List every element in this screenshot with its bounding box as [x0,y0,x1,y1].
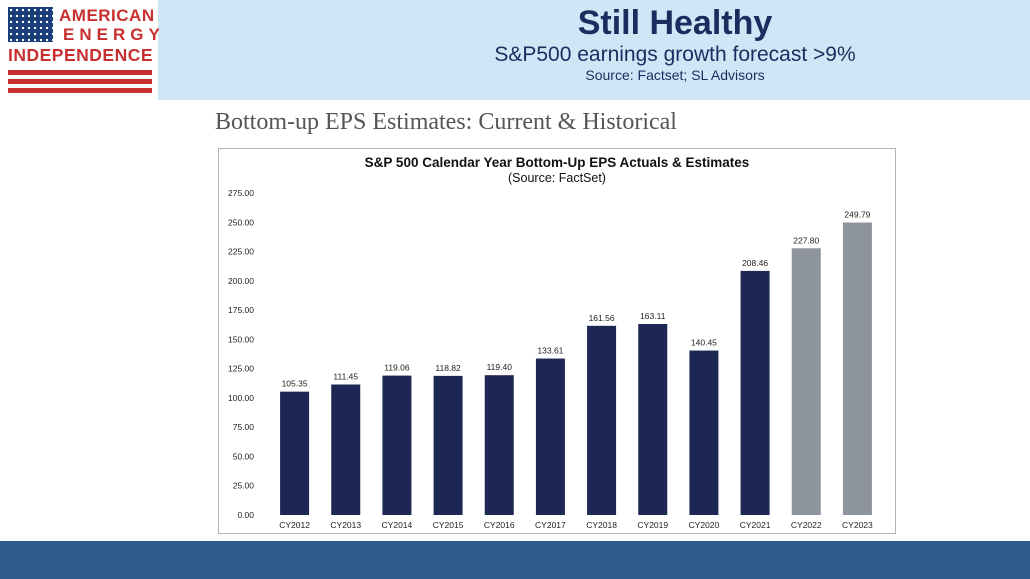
x-tick-label: CY2013 [330,520,361,530]
logo-stripe [8,79,152,84]
bar-value-label: 111.45 [333,372,358,382]
x-tick-label: CY2022 [791,520,822,530]
y-tick-label: 150.00 [228,334,254,344]
bar [842,222,872,515]
bar-value-label: 119.40 [487,362,513,372]
bar [535,358,565,515]
bar [587,325,617,515]
x-tick-label: CY2014 [382,520,413,530]
bar-value-label: 249.79 [844,210,870,220]
bar-value-label: 133.61 [537,346,563,356]
bar [382,375,412,515]
bar-value-label: 119.06 [384,363,410,373]
bar [484,375,514,515]
y-tick-label: 250.00 [228,217,254,227]
y-tick-label: 275.00 [228,188,254,198]
section-heading: Bottom-up EPS Estimates: Current & Histo… [215,109,677,135]
bar-chart: 0.00 25.00 50.00 75.00 100.00 125.00 150.00 175… [228,188,873,530]
chart-frame: S&P 500 Calendar Year Bottom-Up EPS Actu… [218,148,896,534]
bar [638,324,668,515]
y-tick-label: 125.00 [228,364,254,374]
logo-text-line1: AMERICAN [59,6,155,25]
bar [689,350,719,515]
x-tick-label: CY2020 [689,520,720,530]
footer-band [0,541,1030,579]
x-tick-label: CY2023 [842,520,873,530]
bar-value-label: 227.80 [793,235,819,245]
slide-subtitle: S&P500 earnings growth forecast >9% [494,43,856,66]
logo: AMERICAN ENERGY INDEPENDENCE [0,0,160,100]
y-tick-label: 175.00 [228,305,254,315]
slide-title: Still Healthy [577,4,773,42]
logo-stripe [8,88,152,93]
y-tick-label: 75.00 [233,422,255,432]
y-tick-label: 100.00 [228,393,254,403]
bar-value-label: 208.46 [742,258,768,268]
logo-text-line3: INDEPENDENCE [8,45,154,65]
x-tick-label: CY2016 [484,520,515,530]
y-tick-label: 225.00 [228,247,254,257]
bar-value-label: 163.11 [640,311,666,321]
bar-value-label: 118.82 [435,363,461,373]
bar [740,270,770,515]
header-band: AMERICAN ENERGY INDEPENDENCE Still Healt… [0,0,1030,100]
bar-value-label: 105.35 [282,379,308,389]
flag-icon [8,7,53,42]
chart-title: S&P 500 Calendar Year Bottom-Up EPS Actu… [364,155,750,170]
x-tick-label: CY2021 [740,520,771,530]
y-tick-label: 200.00 [228,276,254,286]
x-tick-label: CY2019 [637,520,668,530]
y-tick-label: 25.00 [233,481,255,491]
x-tick-label: CY2012 [279,520,310,530]
bar [791,248,821,515]
bar [280,391,310,515]
logo-text-line2: ENERGY [63,25,165,44]
y-tick-label: 0.00 [237,510,254,520]
x-tick-label: CY2017 [535,520,566,530]
bar [433,375,463,515]
slide-source: Source: Factset; SL Advisors [585,67,765,83]
bar [331,384,361,515]
x-tick-label: CY2015 [433,520,464,530]
y-tick-label: 50.00 [233,451,255,461]
chart-subtitle: (Source: FactSet) [508,171,606,185]
bar-value-label: 161.56 [589,313,615,323]
x-tick-label: CY2018 [586,520,617,530]
logo-stripe [8,70,152,75]
bar-value-label: 140.45 [691,338,717,348]
